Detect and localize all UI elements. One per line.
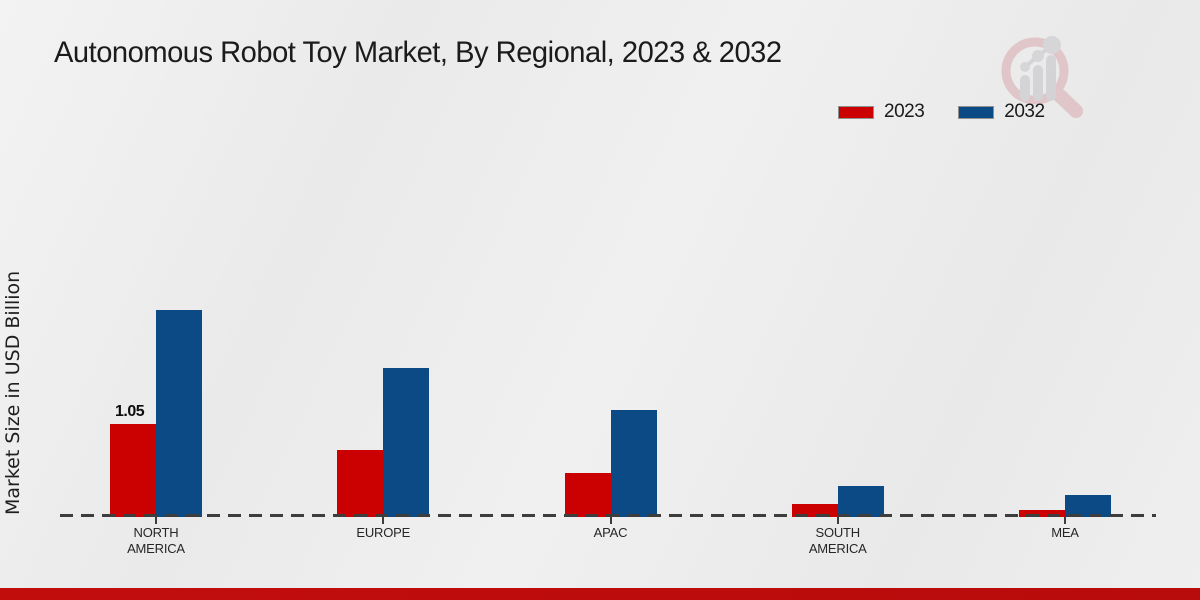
- legend-item-2023: 2023: [838, 101, 925, 123]
- bar-2023-europe: [337, 450, 384, 517]
- bar-2032-south-america: [837, 486, 884, 517]
- category-label-mea: MEA: [1051, 525, 1079, 540]
- legend: 2023 2032: [838, 101, 1045, 123]
- category-label-europe: EUROPE: [356, 525, 411, 540]
- x-axis-tick-north-america: [155, 517, 157, 524]
- bar-2023-apac: [564, 473, 611, 517]
- bar-2032-north-america: [156, 310, 202, 517]
- x-axis-tick-europe: [382, 517, 385, 524]
- bar-2023-south-america: [791, 504, 838, 517]
- zero-baseline: [60, 514, 1156, 517]
- legend-swatch-2032: [958, 105, 995, 119]
- x-axis-tick-mea: [1064, 517, 1066, 524]
- legend-swatch-2023: [838, 105, 874, 119]
- footer-bar: [0, 588, 1200, 600]
- category-label-apac: APAC: [593, 525, 628, 540]
- bar-2023-mea: [1019, 510, 1065, 517]
- chart-title: Autonomous Robot Toy Market, By Regional…: [54, 36, 782, 69]
- value-label-2023-north-america: 1.05: [115, 403, 145, 420]
- bar-2023-north-america: [110, 424, 156, 517]
- x-axis-tick-south-america: [836, 517, 839, 524]
- magnifier-bar-chart-logo-icon: [1001, 36, 1083, 118]
- category-label-south-america: SOUTH AMERICA: [808, 525, 867, 557]
- bar-2032-apac: [610, 410, 657, 517]
- bar-2032-mea: [1065, 495, 1111, 517]
- category-label-north-america: NORTH AMERICA: [127, 525, 185, 557]
- legend-label-2023: 2023: [884, 101, 925, 122]
- legend-item-2032: 2032: [958, 101, 1045, 123]
- bar-2032-europe: [383, 368, 430, 517]
- x-axis-tick-apac: [609, 517, 612, 524]
- legend-label-2032: 2032: [1004, 101, 1045, 122]
